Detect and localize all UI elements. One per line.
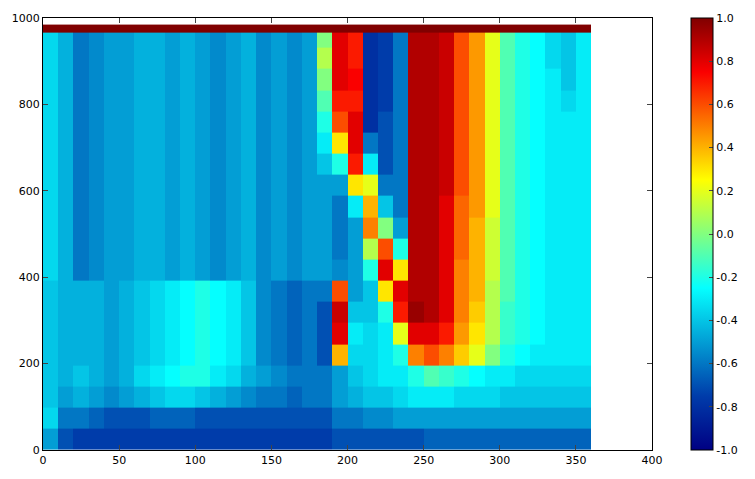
svg-text:250: 250 — [413, 454, 434, 467]
svg-text:-1.0: -1.0 — [716, 444, 737, 457]
svg-text:200: 200 — [337, 454, 358, 467]
svg-text:-0.4: -0.4 — [716, 314, 737, 327]
svg-text:0.6: 0.6 — [716, 98, 734, 111]
svg-text:0.8: 0.8 — [716, 55, 734, 68]
svg-text:400: 400 — [19, 271, 40, 284]
svg-text:300: 300 — [489, 454, 510, 467]
svg-text:800: 800 — [19, 98, 40, 111]
svg-text:0.0: 0.0 — [716, 228, 734, 241]
svg-text:0: 0 — [40, 454, 47, 467]
svg-text:1000: 1000 — [12, 12, 40, 25]
svg-text:600: 600 — [19, 185, 40, 198]
svg-text:1.0: 1.0 — [716, 12, 734, 25]
svg-text:0.4: 0.4 — [716, 141, 734, 154]
svg-text:-0.2: -0.2 — [716, 271, 737, 284]
svg-text:200: 200 — [19, 357, 40, 370]
svg-text:0: 0 — [33, 444, 40, 457]
svg-text:-0.6: -0.6 — [716, 357, 737, 370]
svg-text:-0.8: -0.8 — [716, 401, 737, 414]
svg-text:0.2: 0.2 — [716, 185, 734, 198]
svg-text:350: 350 — [565, 454, 586, 467]
svg-text:50: 50 — [112, 454, 126, 467]
svg-text:400: 400 — [642, 454, 663, 467]
svg-text:150: 150 — [261, 454, 282, 467]
svg-text:100: 100 — [185, 454, 206, 467]
